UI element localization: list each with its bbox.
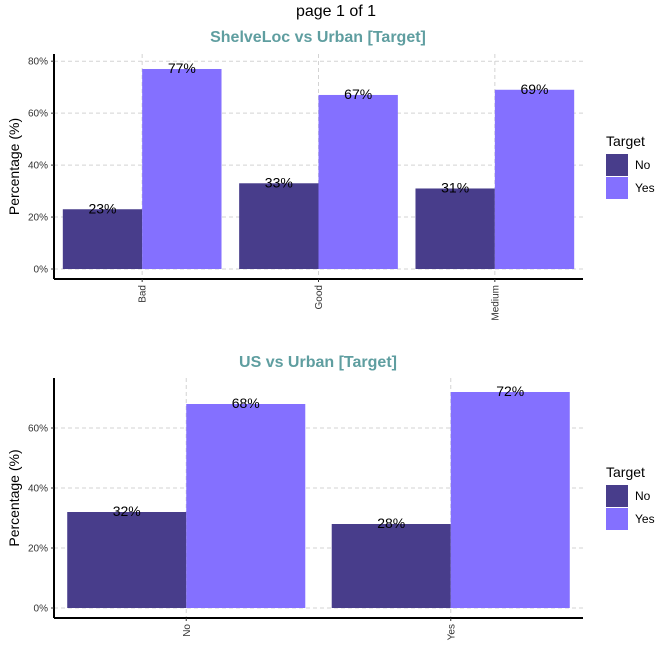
- y-tick-label: 40%: [28, 484, 48, 495]
- bar-yes: [318, 94, 398, 270]
- legend-swatch-no: [606, 485, 628, 507]
- data-label: 68%: [232, 395, 260, 411]
- bar-no: [62, 209, 143, 269]
- bar-no: [239, 183, 319, 269]
- data-label: 33%: [265, 174, 293, 190]
- bar-no: [415, 188, 495, 269]
- data-label: 69%: [520, 81, 548, 97]
- y-tick-label: 0%: [34, 604, 49, 615]
- bar-yes: [186, 404, 306, 608]
- chart-title: US vs Urban [Target]: [239, 354, 397, 371]
- x-tick-label: Good: [314, 285, 325, 309]
- legend-label-yes: Yes: [635, 512, 655, 526]
- x-tick-label: Medium: [490, 285, 501, 321]
- legend-swatch-no: [606, 154, 628, 176]
- bar-no: [67, 512, 187, 608]
- x-tick-label: No: [182, 624, 193, 637]
- legend-label-no: No: [635, 158, 651, 172]
- legend-label-no: No: [635, 489, 651, 503]
- legend-label-yes: Yes: [635, 181, 655, 195]
- y-tick-label: 40%: [28, 161, 48, 172]
- y-tick-label: 60%: [28, 109, 48, 120]
- bar-yes: [494, 89, 575, 269]
- data-label: 67%: [344, 86, 372, 102]
- data-label: 77%: [168, 60, 196, 76]
- x-tick-label: Bad: [138, 285, 149, 303]
- y-tick-label: 20%: [28, 544, 48, 555]
- y-axis-label: Percentage (%): [6, 449, 22, 546]
- data-label: 28%: [377, 515, 405, 531]
- legend-swatch-yes: [606, 177, 628, 199]
- legend-title: Target: [606, 464, 645, 480]
- y-tick-label: 20%: [28, 213, 48, 224]
- bar-no: [331, 524, 451, 608]
- legend-title: Target: [606, 133, 645, 149]
- bar-yes: [450, 392, 570, 608]
- data-label: 32%: [113, 503, 141, 519]
- chart-title: ShelveLoc vs Urban [Target]: [210, 29, 426, 46]
- page-title: page 1 of 1: [295, 3, 377, 20]
- x-tick-label: Yes: [446, 624, 457, 640]
- y-tick-label: 60%: [28, 424, 48, 435]
- y-tick-label: 80%: [28, 57, 48, 68]
- y-tick-label: 0%: [34, 265, 49, 276]
- data-label: 31%: [441, 179, 469, 195]
- bar-yes: [142, 68, 222, 269]
- legend-swatch-yes: [606, 508, 628, 530]
- y-axis-label: Percentage (%): [6, 118, 22, 215]
- data-label: 23%: [88, 200, 116, 216]
- data-label: 72%: [496, 383, 524, 399]
